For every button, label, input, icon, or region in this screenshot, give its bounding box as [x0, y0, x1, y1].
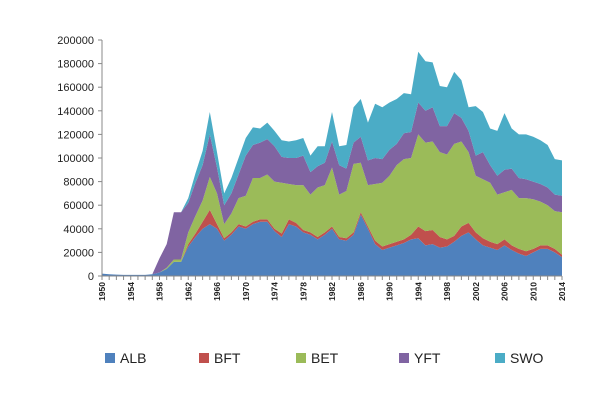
x-tick-label: 1954 [126, 282, 136, 301]
y-tick-label: 120000 [57, 129, 94, 141]
legend-label: YFT [414, 350, 441, 366]
y-axis-ticks: 0 20000 40000 60000 80000 100000 120000 140000 1… [57, 35, 102, 283]
y-tick-label: 100000 [57, 153, 94, 165]
x-tick-label: 1950 [97, 282, 107, 301]
legend-item-swo: SWO [495, 350, 544, 366]
legend-swatch [495, 353, 505, 363]
legend-label: SWO [510, 350, 544, 366]
x-tick-label: 2010 [528, 282, 538, 301]
area-bft [102, 209, 562, 275]
x-tick-label: 1958 [155, 282, 165, 301]
y-tick-label: 60000 [63, 200, 94, 212]
legend-label: BET [311, 350, 339, 366]
area-bet [102, 134, 562, 275]
area-yft [102, 102, 562, 275]
x-tick-label: 1998 [442, 282, 452, 301]
x-tick-label: 1966 [212, 282, 222, 301]
legend-swatch [105, 353, 115, 363]
legend-swatch [199, 353, 209, 363]
x-tick-label: 1982 [327, 282, 337, 301]
y-tick-label: 40000 [63, 224, 94, 236]
x-axis-ticks: 1950 1954 1958 1962 1966 1970 1974 1978 1982 1986… [97, 276, 567, 301]
x-tick-label: 2002 [471, 282, 481, 301]
area-swo [102, 51, 562, 275]
legend-item-yft: YFT [399, 350, 441, 366]
legend-swatch [296, 353, 306, 363]
legend-swatch [399, 353, 409, 363]
x-tick-label: 1990 [385, 282, 395, 301]
legend-item-bet: BET [296, 350, 339, 366]
y-tick-label: 200000 [57, 35, 94, 47]
x-tick-label: 1970 [241, 282, 251, 301]
x-tick-label: 1994 [413, 282, 423, 301]
area-alb [102, 214, 562, 276]
legend-item-alb: ALB [105, 350, 146, 366]
legend-label: ALB [120, 350, 146, 366]
y-tick-label: 0 [88, 271, 94, 283]
x-tick-label: 1986 [356, 282, 366, 301]
legend-label: BFT [214, 350, 241, 366]
x-tick-label: 1974 [270, 282, 280, 301]
x-tick-label: 2014 [557, 282, 567, 301]
x-tick-label: 1978 [298, 282, 308, 301]
x-tick-label: 2006 [500, 282, 510, 301]
y-tick-label: 20000 [63, 247, 94, 259]
y-tick-label: 180000 [57, 59, 94, 71]
y-tick-label: 140000 [57, 106, 94, 118]
series-areas [102, 51, 562, 276]
x-tick-label: 1962 [183, 282, 193, 301]
legend: ALB BFT BET YFT SWO [105, 350, 544, 366]
y-tick-label: 80000 [63, 177, 94, 189]
legend-item-bft: BFT [199, 350, 241, 366]
y-tick-label: 160000 [57, 82, 94, 94]
